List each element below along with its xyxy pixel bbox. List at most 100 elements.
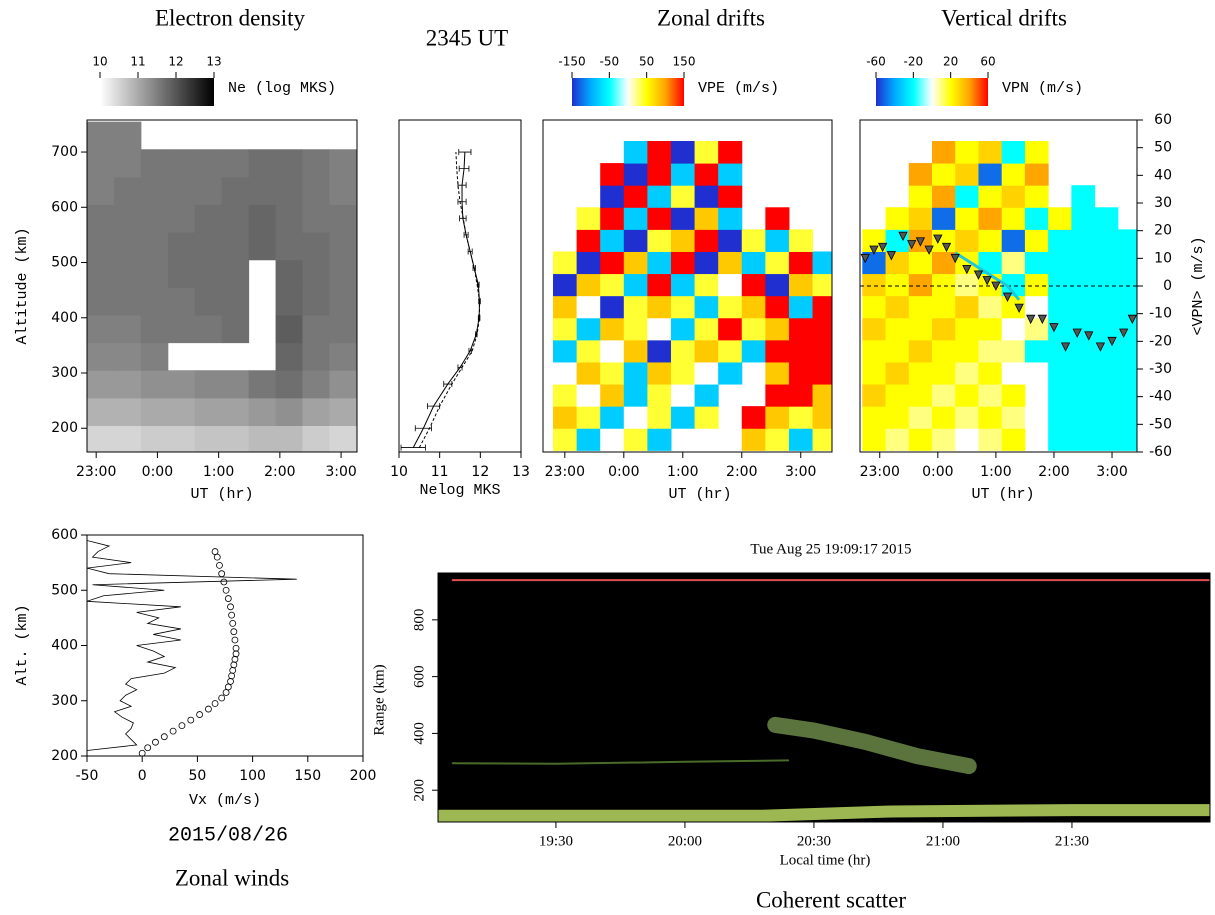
heat-cell <box>1048 229 1072 252</box>
heat-cell <box>553 317 578 341</box>
heat-cell <box>275 204 304 233</box>
colorbar-tick-label: -20 <box>904 55 924 69</box>
vpn-marker <box>878 242 888 253</box>
x-tick-label: 0:00 <box>142 464 173 480</box>
heat-cell <box>670 317 696 341</box>
heat-cell <box>955 273 979 297</box>
vpn-marker <box>962 264 972 275</box>
heat-cell <box>194 397 223 426</box>
heat-cell <box>113 315 142 344</box>
model-point <box>187 716 195 724</box>
heat-cell <box>788 229 814 252</box>
x-tick-label: 2:00 <box>264 464 295 480</box>
panel-title: Coherent scatter <box>756 887 906 912</box>
heat-cell <box>788 295 814 319</box>
heat-cell <box>1071 406 1096 429</box>
heat-cell <box>1024 273 1049 297</box>
heat-cell <box>167 425 196 452</box>
vpn-marker <box>860 253 870 264</box>
heat-cell <box>765 251 790 275</box>
y-tick-label: 200 <box>51 420 78 436</box>
heat-cell <box>1071 339 1096 363</box>
heat-cell <box>741 339 766 363</box>
heat-cell <box>1071 251 1096 275</box>
heat-cell <box>600 317 625 341</box>
heat-cell <box>670 295 696 319</box>
heat-cell <box>194 287 223 316</box>
x-tick-label: 13 <box>512 464 530 480</box>
heat-cell <box>1117 384 1137 407</box>
heat-cell <box>275 425 304 452</box>
y2-tick-label: 50 <box>1154 140 1172 156</box>
vpn-marker <box>1037 314 1047 325</box>
heat-cell <box>623 428 648 451</box>
heat-cell <box>694 140 719 164</box>
heat-cell <box>1071 229 1096 252</box>
heat-cell <box>1094 251 1119 275</box>
heat-cell <box>87 315 115 344</box>
vpn-marker <box>886 251 897 261</box>
heat-cell <box>600 406 625 429</box>
heat-cell <box>623 207 648 230</box>
heat-cell <box>167 315 196 344</box>
heat-cell <box>221 287 250 316</box>
heat-cell <box>862 361 887 385</box>
heat-cell <box>932 295 956 319</box>
heat-cell <box>275 259 304 288</box>
model-point <box>216 561 223 569</box>
heat-cell <box>623 317 648 341</box>
heat-cell <box>908 317 933 341</box>
heat-cell <box>553 251 578 275</box>
vpn-marker <box>898 231 908 242</box>
wind-line <box>87 540 297 751</box>
heat-cell <box>1001 428 1026 451</box>
heat-cell <box>647 229 672 252</box>
heat-cell <box>623 295 648 319</box>
heat-cell <box>718 185 743 208</box>
heat-cell <box>167 232 196 261</box>
vpn-marker <box>869 245 879 255</box>
heat-cell <box>1001 384 1026 407</box>
model-point <box>229 666 237 674</box>
y2-tick-label: -60 <box>1149 444 1172 460</box>
heat-cell <box>221 315 250 344</box>
heat-cell <box>302 370 330 399</box>
heat-cell <box>113 342 142 371</box>
heat-cell <box>718 140 743 164</box>
heat-cell <box>87 425 115 452</box>
heat-cell <box>955 406 979 429</box>
heat-cell <box>670 140 696 164</box>
x-axis-label: Vx (m/s) <box>189 792 261 809</box>
heat-cell <box>788 273 814 297</box>
heat-cell <box>1094 384 1119 407</box>
heat-cell <box>741 428 766 451</box>
heat-cell <box>765 428 790 451</box>
heat-cell <box>885 317 910 341</box>
y2-tick-label: -30 <box>1149 361 1172 377</box>
heat-cell <box>788 406 814 429</box>
vpn-marker <box>1049 323 1059 333</box>
heat-cell <box>1117 229 1137 252</box>
heat-cell <box>670 339 696 363</box>
heat-cell <box>194 149 223 178</box>
heat-cell <box>978 361 1003 385</box>
heat-cell <box>194 232 223 261</box>
heat-cell <box>694 229 719 252</box>
heat-cell <box>194 259 223 288</box>
y-tick-label: 700 <box>51 144 78 160</box>
heat-cell <box>221 176 250 206</box>
heat-cell <box>140 342 169 371</box>
heat-cell <box>932 317 956 341</box>
heat-cell <box>1001 339 1026 363</box>
heat-cell <box>1094 428 1119 451</box>
heat-cell <box>1024 207 1049 230</box>
heat-cell <box>302 342 330 371</box>
x-tick-label: 23:00 <box>545 464 585 480</box>
heat-cell <box>302 149 330 178</box>
heat-cell <box>140 315 169 344</box>
heat-cell <box>600 339 625 363</box>
heat-cell <box>1094 229 1119 252</box>
heat-cell <box>978 140 1003 164</box>
error-bar <box>457 198 467 205</box>
